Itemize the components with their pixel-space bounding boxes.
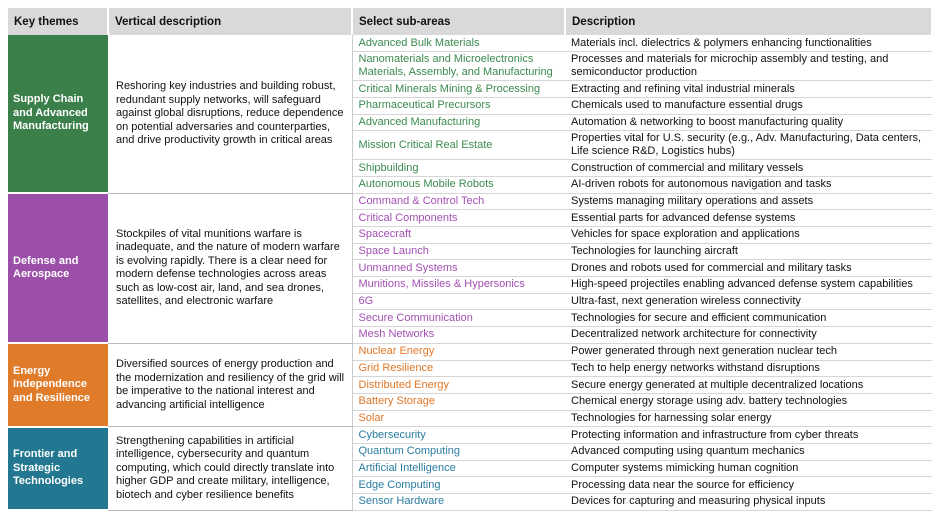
sub-area-description: Ultra-fast, next generation wireless con… bbox=[565, 293, 932, 311]
sub-area: Nuclear Energy bbox=[352, 343, 565, 361]
table-row: Battery Storage Chemical energy storage u… bbox=[8, 393, 932, 411]
table-row: Distributed Energy Secure energy generate… bbox=[8, 376, 932, 394]
sub-area-description: Chemicals used to manufacture essential … bbox=[565, 97, 932, 115]
sub-area: Mission Critical Real Estate bbox=[352, 130, 565, 161]
sub-area: Secure Communication bbox=[352, 309, 565, 328]
table-row: Supply Chain and Advanced Manufacturing R… bbox=[8, 35, 932, 195]
sub-area-description: Secure energy generated at multiple dece… bbox=[565, 376, 932, 394]
sub-area: Distributed Energy bbox=[352, 376, 565, 394]
sub-area-description: Protecting information and infrastructur… bbox=[565, 426, 932, 444]
table-row: Defense and Aerospace Stockpiles of vital… bbox=[8, 193, 932, 345]
sub-area-description: Chemical energy storage using adv. batte… bbox=[565, 393, 932, 411]
sub-area-description: Advanced computing using quantum mechani… bbox=[565, 443, 932, 461]
sub-area: Critical Minerals Mining & Processing bbox=[352, 80, 565, 98]
sub-area: Cybersecurity bbox=[352, 426, 565, 444]
table-row: Secure Communication Technologies for sec… bbox=[8, 309, 932, 328]
sub-area: Sensor Hardware bbox=[352, 493, 565, 511]
sub-area: Spacecraft bbox=[352, 226, 565, 244]
themes-table: Key themes Vertical description Select sub… bbox=[8, 8, 933, 512]
sub-area-description: Materials incl. dielectrics & polymers e… bbox=[565, 35, 932, 53]
sub-area: Solar bbox=[352, 410, 565, 428]
sub-area-description: Processes and materials for microchip as… bbox=[565, 51, 932, 82]
sub-area-description: Construction of commercial and military … bbox=[565, 159, 932, 177]
sub-area-description: Computer systems mimicking human cogniti… bbox=[565, 460, 932, 478]
key-theme: Energy Independence and Resilience bbox=[8, 343, 108, 428]
header-cell: Description bbox=[565, 8, 933, 35]
table-row: Mission Critical Real Estate Properties v… bbox=[8, 130, 932, 161]
vertical-description: Reshoring key industries and building ro… bbox=[108, 35, 353, 194]
sub-area: Autonomous Mobile Robots bbox=[352, 176, 565, 194]
table-row: Nanomaterials and Microelectronics Mater… bbox=[8, 51, 932, 82]
sub-area: Advanced Manufacturing bbox=[352, 114, 565, 132]
table-row: Advanced Manufacturing Automation & netwo… bbox=[8, 114, 932, 132]
header-row: Key themes Vertical description Select sub… bbox=[8, 8, 933, 35]
table-row: Frontier and Strategic Technologies Stren… bbox=[8, 426, 932, 512]
sub-area: Command & Control Tech bbox=[352, 193, 565, 211]
sub-area: Edge Computing bbox=[352, 476, 565, 494]
table-row: Critical Minerals Mining & Processing Ext… bbox=[8, 80, 932, 98]
table-row: Critical Components Essential parts for a… bbox=[8, 209, 932, 227]
sub-area-description: AI-driven robots for autonomous navigati… bbox=[565, 176, 932, 194]
sub-area: Battery Storage bbox=[352, 393, 565, 411]
table-row: Munitions, Missiles & Hypersonics High-sp… bbox=[8, 276, 932, 294]
table-row: Sensor Hardware Devices for capturing and… bbox=[8, 493, 932, 511]
vertical-description: Strengthening capabilities in artificial… bbox=[108, 426, 353, 511]
sub-area-description: Technologies for secure and efficient co… bbox=[565, 309, 932, 328]
sub-area: Artificial Intelligence bbox=[352, 460, 565, 478]
sub-area-description: Tech to help energy networks withstand d… bbox=[565, 360, 932, 378]
table-row: Edge Computing Processing data near the s… bbox=[8, 476, 932, 494]
table-row: Autonomous Mobile Robots AI-driven robots… bbox=[8, 176, 932, 194]
table-row: Artificial Intelligence Computer systems … bbox=[8, 460, 932, 478]
table-row: Quantum Computing Advanced computing usin… bbox=[8, 443, 932, 461]
header-cell: Vertical description bbox=[108, 8, 353, 35]
sub-area-description: Essential parts for advanced defense sys… bbox=[565, 209, 932, 227]
table-row: Shipbuilding Construction of commercial a… bbox=[8, 159, 932, 177]
table-row: Space Launch Technologies for launching a… bbox=[8, 243, 932, 261]
sub-area: Mesh Networks bbox=[352, 326, 565, 344]
sub-area: Space Launch bbox=[352, 243, 565, 261]
sub-area-description: High-speed projectiles enabling advanced… bbox=[565, 276, 932, 294]
sub-area-description: Technologies for launching aircraft bbox=[565, 243, 932, 261]
table-row: Energy Independence and Resilience Divers… bbox=[8, 343, 932, 428]
table-row: Pharmaceutical Precursors Chemicals used … bbox=[8, 97, 932, 115]
header-cell: Key themes bbox=[8, 8, 109, 35]
sub-area: Grid Resilience bbox=[352, 360, 565, 378]
sub-area-description: Drones and robots used for commercial an… bbox=[565, 259, 932, 278]
sub-area-description: Automation & networking to boost manufac… bbox=[565, 114, 932, 132]
table-row: Spacecraft Vehicles for space exploration… bbox=[8, 226, 932, 244]
sub-area-description: Vehicles for space exploration and appli… bbox=[565, 226, 932, 244]
sub-area: Quantum Computing bbox=[352, 443, 565, 461]
sub-area: Shipbuilding bbox=[352, 159, 565, 177]
vertical-description: Diversified sources of energy production… bbox=[108, 343, 353, 428]
key-theme: Frontier and Strategic Technologies bbox=[8, 426, 108, 512]
sub-area: Unmanned Systems bbox=[352, 259, 565, 278]
table-row: Unmanned Systems Drones and robots used f… bbox=[8, 259, 932, 278]
sub-area-description: Properties vital for U.S. security (e.g.… bbox=[565, 130, 932, 161]
table-row: 6G Ultra-fast, next generation wireless c… bbox=[8, 293, 932, 311]
sub-area-description: Decentralized network architecture for c… bbox=[565, 326, 932, 344]
key-theme: Defense and Aerospace bbox=[8, 193, 108, 345]
sub-area: Critical Components bbox=[352, 209, 565, 227]
vertical-description: Stockpiles of vital munitions warfare is… bbox=[108, 193, 353, 344]
key-theme: Supply Chain and Advanced Manufacturing bbox=[8, 35, 108, 195]
sub-area: Pharmaceutical Precursors bbox=[352, 97, 565, 115]
sub-area-description: Extracting and refining vital industrial… bbox=[565, 80, 932, 98]
sub-area-description: Processing data near the source for effi… bbox=[565, 476, 932, 494]
sub-area: Munitions, Missiles & Hypersonics bbox=[352, 276, 565, 294]
sub-area: Advanced Bulk Materials bbox=[352, 35, 565, 53]
sub-area: 6G bbox=[352, 293, 565, 311]
table-row: Solar Technologies for harnessing solar e… bbox=[8, 410, 932, 428]
table-body: Supply Chain and Advanced Manufacturing R… bbox=[8, 35, 932, 512]
sub-area: Nanomaterials and Microelectronics Mater… bbox=[352, 51, 565, 82]
header-cell: Select sub-areas bbox=[352, 8, 566, 35]
sub-area-description: Devices for capturing and measuring phys… bbox=[565, 493, 932, 511]
table-row: Mesh Networks Decentralized network archi… bbox=[8, 326, 932, 344]
sub-area-description: Technologies for harnessing solar energy bbox=[565, 410, 932, 428]
sub-area-description: Power generated through next generation … bbox=[565, 343, 932, 361]
sub-area-description: Systems managing military operations and… bbox=[565, 193, 932, 211]
table-row: Grid Resilience Tech to help energy netwo… bbox=[8, 360, 932, 378]
